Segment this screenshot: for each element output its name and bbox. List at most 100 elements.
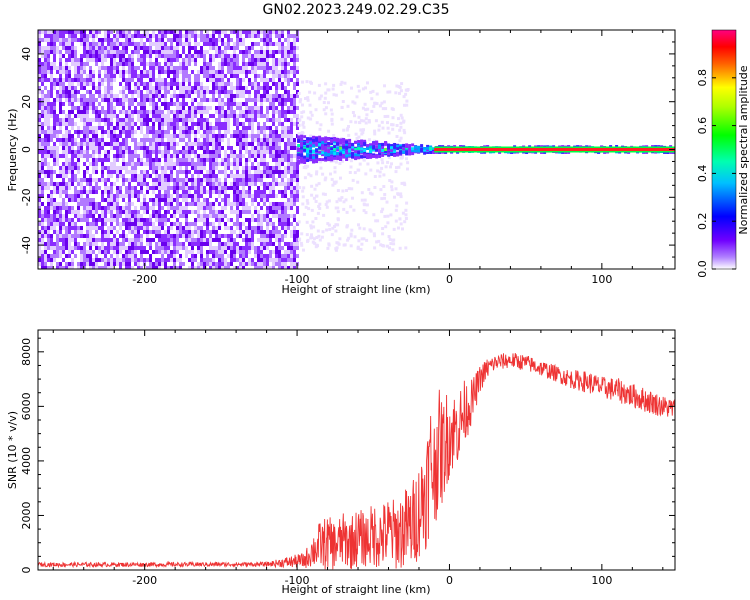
- heatmap-cell: [98, 118, 101, 122]
- heatmap-cell: [284, 70, 287, 74]
- heatmap-cell: [101, 158, 104, 162]
- heatmap-cell: [372, 104, 376, 108]
- heatmap-cell: [80, 198, 83, 202]
- heatmap-cell: [107, 70, 110, 74]
- heatmap-cell: [296, 58, 299, 62]
- heatmap-cell: [62, 78, 65, 82]
- heatmap-cell: [110, 190, 113, 194]
- heatmap-cell: [44, 38, 47, 42]
- heatmap-cell: [104, 118, 107, 122]
- heatmap-cell: [101, 194, 104, 198]
- heatmap-cell: [185, 30, 188, 34]
- heatmap-cell: [128, 206, 131, 210]
- heatmap-cell: [290, 138, 293, 142]
- heatmap-cell: [161, 138, 164, 142]
- heatmap-cell: [300, 144, 304, 148]
- heatmap-cell: [161, 222, 164, 226]
- heatmap-cell: [47, 202, 50, 206]
- heatmap-cell: [113, 234, 116, 238]
- heatmap-cell: [230, 74, 233, 78]
- heatmap-cell: [140, 34, 143, 38]
- heatmap-cell: [56, 174, 59, 178]
- heatmap-cell: [104, 250, 107, 254]
- heatmap-cell: [212, 134, 215, 138]
- heatmap-cells: [38, 30, 675, 269]
- heatmap-cell: [110, 146, 113, 150]
- heatmap-cell: [269, 242, 272, 246]
- heatmap-cell: [59, 254, 62, 258]
- heatmap-cell: [86, 222, 89, 226]
- heatmap-cell: [101, 250, 104, 254]
- heatmap-cell: [269, 250, 272, 254]
- heatmap-cell: [41, 178, 44, 182]
- heatmap-cell: [335, 241, 339, 245]
- heatmap-cell: [65, 38, 68, 42]
- heatmap-cell: [372, 232, 376, 236]
- heatmap-cell: [242, 70, 245, 74]
- heatmap-cell: [212, 186, 215, 190]
- heatmap-cell: [185, 86, 188, 90]
- heatmap-cell: [77, 62, 80, 66]
- heatmap-cell: [386, 160, 390, 164]
- heatmap-cell: [272, 146, 275, 150]
- heatmap-cell: [122, 222, 125, 226]
- heatmap-cell: [188, 134, 191, 138]
- heatmap-cell: [146, 34, 149, 38]
- heatmap-cell: [110, 66, 113, 70]
- heatmap-cell: [47, 134, 50, 138]
- heatmap-cell: [357, 239, 361, 243]
- heatmap-cell: [209, 106, 212, 110]
- heatmap-cell: [203, 122, 206, 126]
- heatmap-cell: [308, 90, 312, 94]
- heatmap-cell: [203, 86, 206, 90]
- heatmap-cell: [119, 126, 122, 130]
- heatmap-cell: [116, 198, 119, 202]
- heatmap-cell: [284, 126, 287, 130]
- heatmap-cell: [266, 86, 269, 90]
- heatmap-cell: [245, 30, 248, 34]
- heatmap-cell: [74, 198, 77, 202]
- heatmap-cell: [230, 226, 233, 230]
- heatmap-cell: [318, 137, 322, 141]
- heatmap-cell: [224, 82, 227, 86]
- heatmap-cell: [293, 62, 296, 66]
- heatmap-cell: [119, 54, 122, 58]
- heatmap-cell: [336, 146, 340, 150]
- heatmap-cell: [158, 82, 161, 86]
- heatmap-cell: [152, 166, 155, 170]
- heatmap-cell: [101, 234, 104, 238]
- heatmap-cell: [245, 130, 248, 134]
- heatmap-cell: [113, 74, 116, 78]
- heatmap-cell: [236, 182, 239, 186]
- heatmap-cell: [269, 66, 272, 70]
- heatmap-cell: [47, 94, 50, 98]
- heatmap-cell: [116, 134, 119, 138]
- heatmap-cell: [83, 102, 86, 106]
- heatmap-cell: [62, 34, 65, 38]
- heatmap-cell: [98, 266, 101, 269]
- heatmap-cell: [53, 58, 56, 62]
- heatmap-cell: [236, 166, 239, 170]
- heatmap-cell: [348, 143, 352, 147]
- heatmap-cell: [71, 222, 74, 226]
- heatmap-cell: [77, 194, 80, 198]
- heatmap-cell: [71, 122, 74, 126]
- heatmap-cell: [107, 66, 110, 70]
- heatmap-cell: [101, 206, 104, 210]
- heatmap-cell: [230, 66, 233, 70]
- heatmap-cell: [200, 34, 203, 38]
- heatmap-cell: [47, 78, 50, 82]
- heatmap-cell: [266, 214, 269, 218]
- heatmap-cell: [185, 210, 188, 214]
- heatmap-cell: [290, 42, 293, 46]
- heatmap-cell: [38, 210, 41, 214]
- heatmap-cell: [104, 150, 107, 154]
- heatmap-cell: [260, 246, 263, 250]
- heatmap-cell: [62, 166, 65, 170]
- heatmap-cell: [200, 134, 203, 138]
- heatmap-cell: [182, 102, 185, 106]
- heatmap-cell: [98, 202, 101, 206]
- heatmap-cell: [143, 58, 146, 62]
- heatmap-cell: [158, 158, 161, 162]
- heatmap-cell: [212, 210, 215, 214]
